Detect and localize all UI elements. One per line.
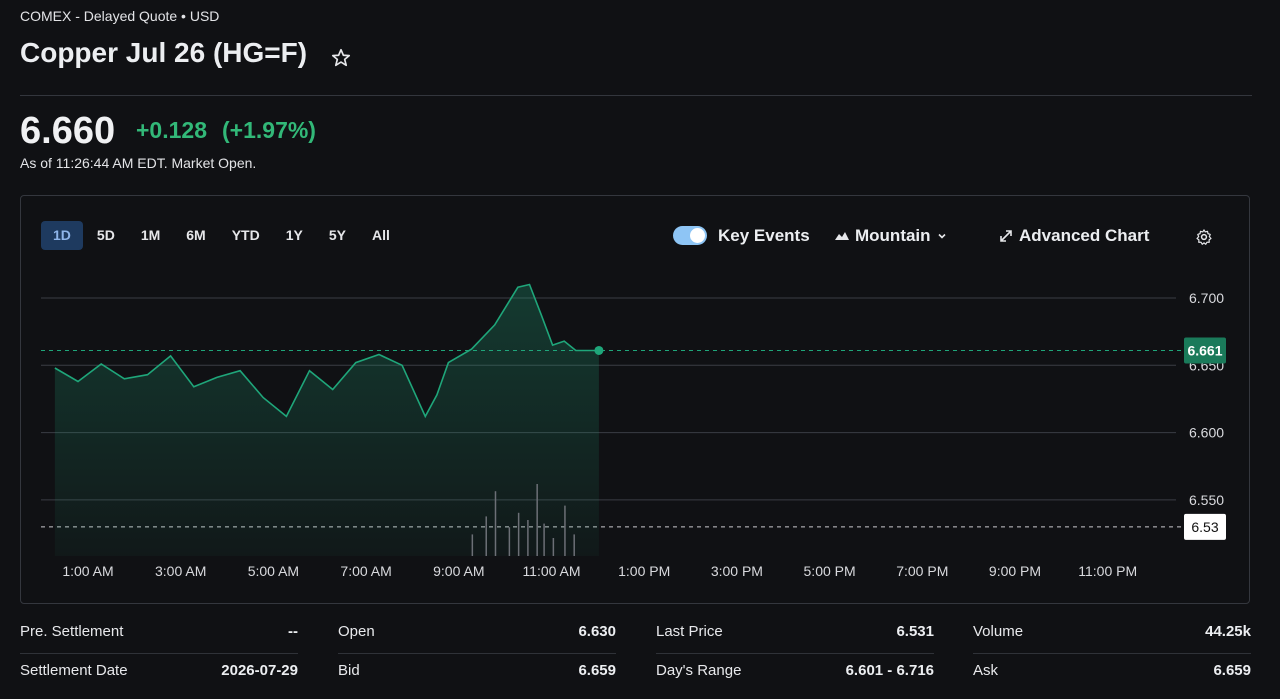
stat-open: Open 6.630 (338, 614, 616, 654)
volume-bar (536, 484, 538, 556)
y-tick-label: 6.600 (1189, 425, 1224, 441)
chart-type-label: Mountain (855, 226, 931, 245)
current-price-badge (1184, 337, 1226, 364)
y-tick-label: 6.550 (1189, 492, 1224, 508)
chart-type-dropdown[interactable]: Mountain (834, 226, 948, 246)
chevron-down-icon (937, 233, 946, 239)
stat-volume: Volume 44.25k (973, 614, 1251, 654)
x-tick-label: 5:00 AM (248, 563, 299, 579)
x-tick-label: 3:00 AM (155, 563, 206, 579)
prev-close-label: 6.53 (1191, 519, 1218, 535)
stat-label: Settlement Date (20, 662, 128, 679)
x-tick-label: 1:00 PM (618, 563, 670, 579)
x-tick-label: 11:00 PM (1078, 563, 1137, 579)
stat-settlement-date: Settlement Date 2026-07-29 (20, 653, 298, 692)
stat-label: Bid (338, 662, 360, 679)
price-line (54, 283, 599, 419)
stat-label: Last Price (656, 623, 723, 640)
volume-bar (527, 520, 529, 556)
x-tick-label: 7:00 AM (340, 563, 391, 579)
range-1d[interactable]: 1D (41, 221, 83, 250)
mountain-icon (835, 232, 849, 240)
prev-close-badge (1184, 513, 1226, 540)
volume-bar (517, 512, 520, 556)
chart-panel: 1D 5D 1M 6M YTD 1Y 5Y All Key Events Mou… (20, 195, 1250, 604)
range-6m[interactable]: 6M (186, 227, 206, 243)
stat-label: Day's Range (656, 662, 742, 679)
stat-label: Volume (973, 623, 1024, 640)
stat-last-price: Last Price 6.531 (656, 614, 934, 654)
header-divider (20, 95, 1252, 96)
stat-pre-settlement: Pre. Settlement -- (20, 614, 298, 654)
key-events-label[interactable]: Key Events (718, 226, 810, 245)
stat-value: 6.601 - 6.716 (845, 662, 934, 679)
volume-bar (471, 534, 474, 556)
stat-label: Pre. Settlement (20, 623, 124, 640)
x-tick-label: 11:00 AM (522, 563, 580, 579)
volume-bar (552, 538, 555, 556)
range-ytd[interactable]: YTD (231, 227, 260, 243)
expand-icon (1000, 230, 1012, 242)
key-events-toggle[interactable] (673, 226, 707, 245)
range-all[interactable]: All (371, 227, 390, 243)
advanced-chart-button[interactable]: Advanced Chart (998, 226, 1149, 246)
stat-value: 6.659 (1213, 662, 1251, 679)
gear-icon[interactable] (1195, 228, 1213, 246)
range-5d[interactable]: 5D (96, 227, 115, 243)
area-fill (54, 284, 599, 556)
stat-label: Open (338, 623, 375, 640)
volume-bar (573, 534, 575, 556)
range-selector: 1D 5D 1M 6M YTD 1Y 5Y All (41, 221, 404, 250)
exchange-info: COMEX - Delayed Quote • USD (20, 8, 220, 24)
current-price: 6.660 (20, 110, 116, 152)
stat-ask: Ask 6.659 (973, 653, 1251, 692)
x-tick-label: 5:00 PM (804, 563, 856, 579)
range-1m[interactable]: 1M (140, 227, 161, 243)
current-point (594, 345, 604, 355)
quote-timestamp: As of 11:26:44 AM EDT. Market Open. (20, 155, 257, 171)
y-tick-label: 6.700 (1189, 290, 1224, 306)
x-tick-label: 3:00 PM (711, 563, 763, 579)
range-1y[interactable]: 1Y (285, 227, 303, 243)
volume-bar (494, 491, 497, 556)
stat-value: 6.531 (896, 623, 934, 640)
volume-bar (543, 523, 545, 556)
star-icon[interactable] (330, 47, 352, 69)
advanced-chart-label: Advanced Chart (1019, 226, 1150, 245)
x-tick-label: 7:00 PM (896, 563, 948, 579)
stat-value: 2026-07-29 (221, 662, 298, 679)
x-tick-label: 9:00 PM (989, 563, 1041, 579)
current-price-label: 6.661 (1187, 342, 1222, 358)
price-change-percent: (+1.97%) (222, 117, 316, 143)
volume-bar (564, 505, 566, 556)
x-tick-label: 1:00 AM (62, 563, 113, 579)
range-5y[interactable]: 5Y (328, 227, 346, 243)
volume-bar (508, 527, 511, 556)
stat-bid: Bid 6.659 (338, 653, 616, 692)
x-tick-label: 9:00 AM (433, 563, 484, 579)
stat-value: 6.659 (578, 662, 616, 679)
stat-days-range: Day's Range 6.601 - 6.716 (656, 653, 934, 692)
stat-value: -- (288, 623, 298, 640)
price-change: +0.128 (136, 117, 207, 143)
stat-value: 6.630 (578, 623, 616, 640)
stat-label: Ask (973, 662, 999, 679)
stat-value: 44.25k (1205, 623, 1251, 640)
page-title: Copper Jul 26 (HG=F) (20, 37, 308, 68)
volume-bar (485, 516, 487, 556)
